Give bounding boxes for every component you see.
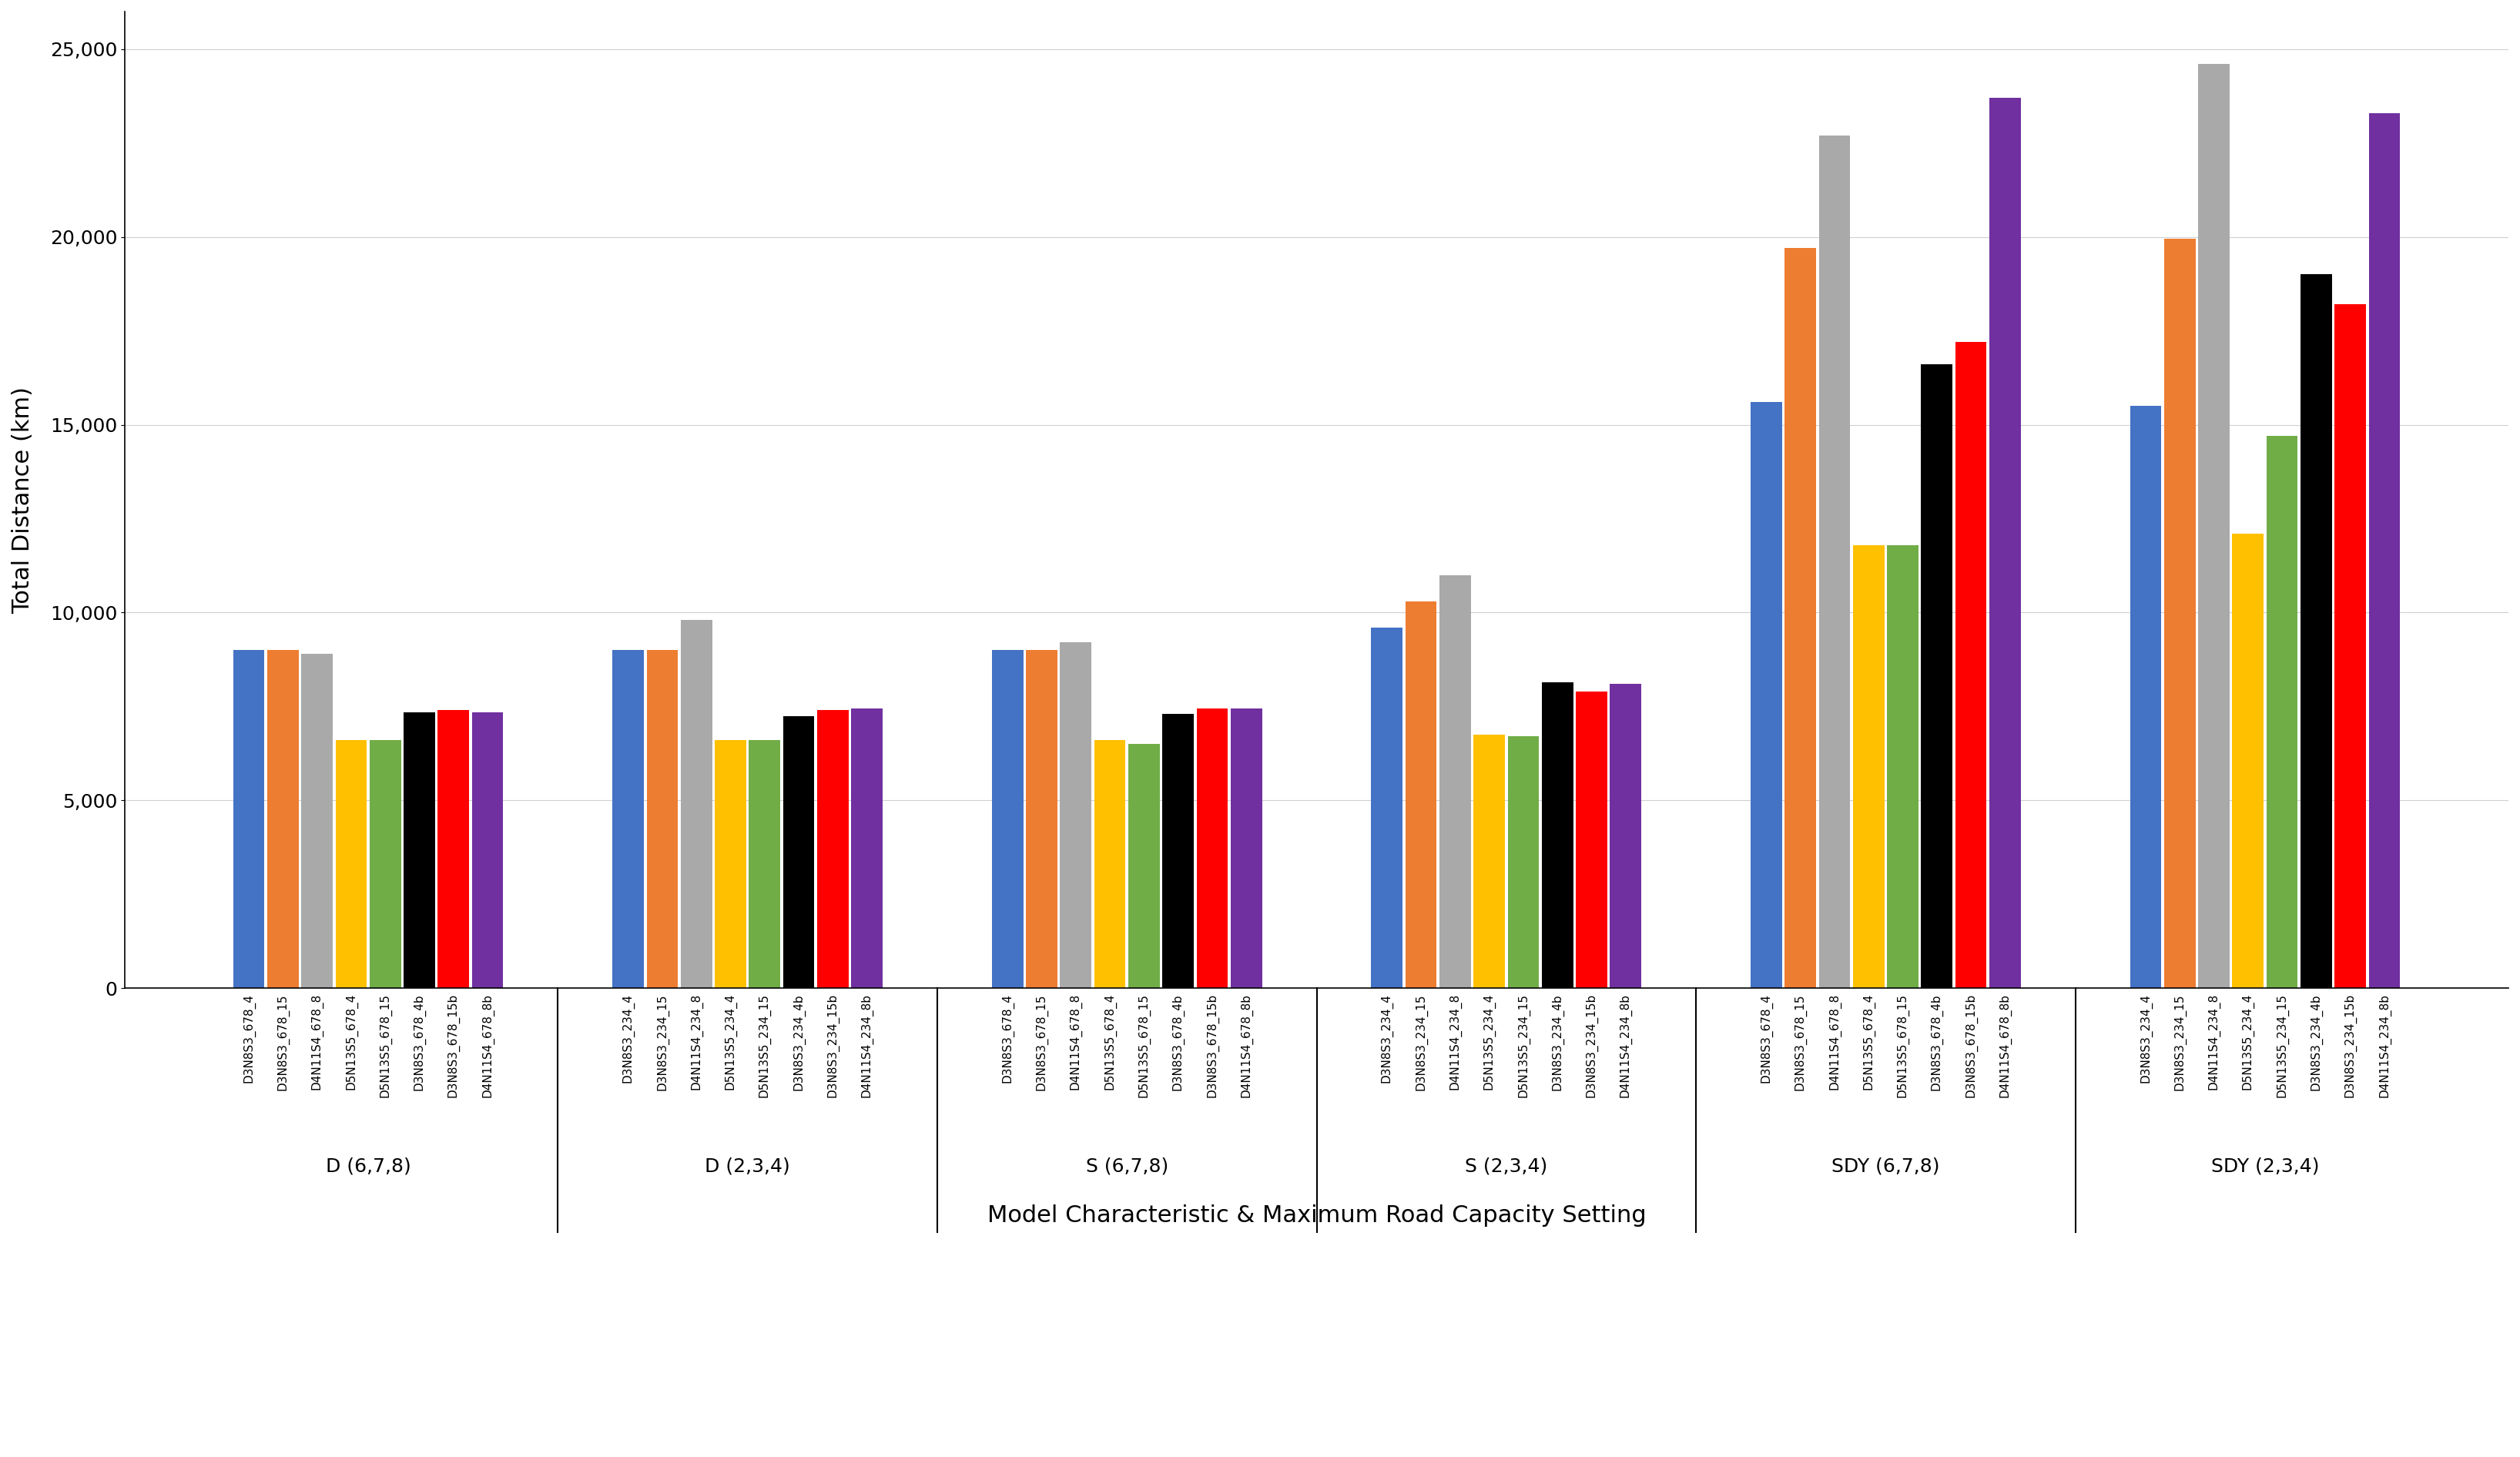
Bar [1956, 342, 1986, 988]
Bar [1784, 248, 1817, 988]
Bar [1507, 736, 1540, 988]
Bar [1474, 734, 1504, 988]
Bar [1920, 364, 1953, 988]
Bar [2265, 436, 2298, 988]
Bar [471, 712, 504, 988]
X-axis label: Model Characteristic & Maximum Road Capacity Setting: Model Characteristic & Maximum Road Capa… [988, 1205, 1646, 1227]
Bar [2165, 239, 2195, 988]
Text: D (2,3,4): D (2,3,4) [706, 1157, 791, 1176]
Bar [370, 740, 401, 988]
Y-axis label: Total Distance (km): Total Distance (km) [13, 386, 33, 613]
Bar [2129, 407, 2162, 988]
Bar [1094, 740, 1126, 988]
Bar [680, 621, 713, 988]
Bar [1852, 545, 1885, 988]
Bar [1197, 708, 1227, 988]
Bar [816, 710, 849, 988]
Bar [1575, 692, 1608, 988]
Bar [748, 740, 781, 988]
Bar [1887, 545, 1918, 988]
Bar [1371, 628, 1404, 988]
Text: S (2,3,4): S (2,3,4) [1464, 1157, 1547, 1176]
Bar [2301, 274, 2331, 988]
Bar [2197, 64, 2230, 988]
Bar [612, 650, 645, 988]
Bar [403, 712, 436, 988]
Bar [335, 740, 368, 988]
Bar [1230, 708, 1263, 988]
Bar [1751, 402, 1782, 988]
Bar [852, 708, 882, 988]
Bar [716, 740, 746, 988]
Text: S (6,7,8): S (6,7,8) [1086, 1157, 1169, 1176]
Bar [1162, 714, 1194, 988]
Bar [302, 654, 333, 988]
Bar [1406, 602, 1436, 988]
Bar [1988, 98, 2021, 988]
Bar [2369, 114, 2399, 988]
Bar [648, 650, 678, 988]
Text: SDY (6,7,8): SDY (6,7,8) [1832, 1157, 1940, 1176]
Bar [784, 715, 814, 988]
Bar [1610, 683, 1641, 988]
Bar [1542, 682, 1572, 988]
Bar [267, 650, 300, 988]
Bar [234, 650, 265, 988]
Bar [1026, 650, 1058, 988]
Text: SDY (2,3,4): SDY (2,3,4) [2210, 1157, 2318, 1176]
Bar [438, 710, 469, 988]
Bar [993, 650, 1023, 988]
Bar [1129, 745, 1159, 988]
Bar [1061, 643, 1091, 988]
Bar [1439, 576, 1472, 988]
Bar [2334, 305, 2366, 988]
Text: D (6,7,8): D (6,7,8) [325, 1157, 411, 1176]
Bar [2233, 533, 2263, 988]
Bar [1819, 136, 1850, 988]
